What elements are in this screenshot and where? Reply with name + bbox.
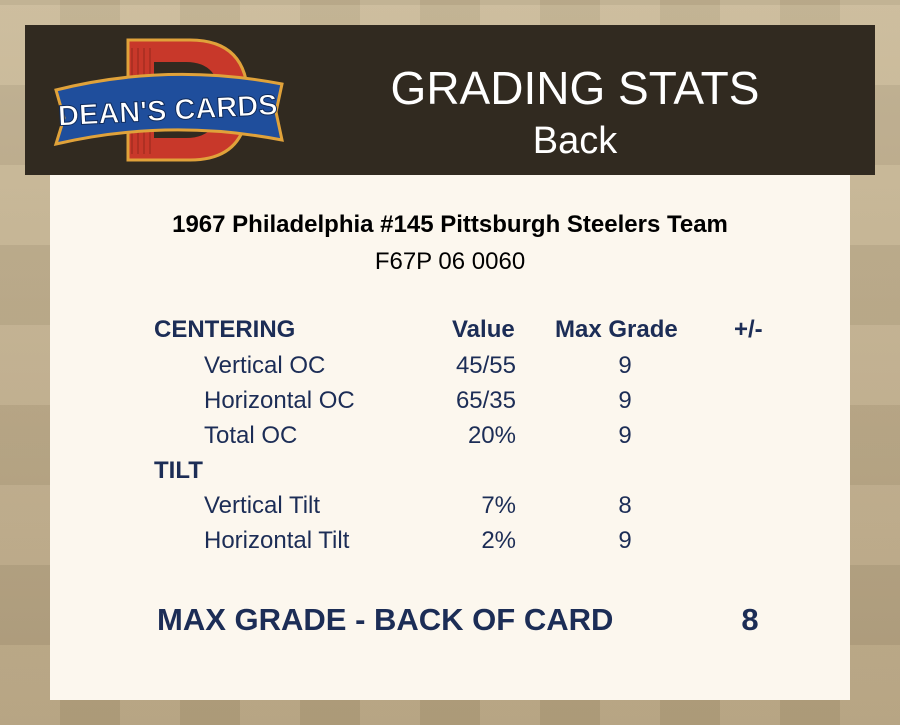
- column-header-plus-minus: +/-: [734, 316, 763, 343]
- centering-heading: CENTERING: [154, 316, 296, 343]
- row-value: 20%: [467, 422, 516, 449]
- row-label: Total OC: [204, 422, 298, 449]
- row-max-grade: 9: [618, 527, 632, 554]
- row-max-grade: 8: [618, 492, 632, 519]
- summary-value: 8: [741, 602, 759, 637]
- card-name: 1967 Philadelphia #145 Pittsburgh Steele…: [172, 211, 728, 238]
- header-bar: DEAN'S CARDS GRADING STATS Back: [25, 25, 875, 175]
- deans-cards-logo: DEAN'S CARDS: [53, 38, 284, 162]
- row-label: Vertical OC: [204, 352, 326, 379]
- row-label: Vertical Tilt: [204, 492, 321, 519]
- header-title: GRADING STATS: [390, 62, 760, 114]
- column-header-max-grade: Max Grade: [555, 316, 678, 343]
- row-value: 65/35: [455, 387, 516, 414]
- row-max-grade: 9: [618, 422, 632, 449]
- row-label: Horizontal Tilt: [204, 527, 350, 554]
- row-value: 7%: [481, 492, 516, 519]
- row-max-grade: 9: [618, 352, 632, 379]
- card-code: F67P 06 0060: [374, 248, 526, 275]
- summary-label: MAX GRADE - BACK OF CARD: [157, 602, 614, 637]
- column-header-value: Value: [452, 316, 515, 343]
- row-label: Horizontal OC: [204, 387, 355, 414]
- stats-panel: 1967 Philadelphia #145 Pittsburgh Steele…: [50, 175, 850, 700]
- header-subtitle: Back: [532, 120, 618, 162]
- row-value: 2%: [481, 527, 516, 554]
- tilt-heading: TILT: [154, 457, 203, 484]
- row-value: 45/55: [455, 352, 516, 379]
- row-max-grade: 9: [618, 387, 632, 414]
